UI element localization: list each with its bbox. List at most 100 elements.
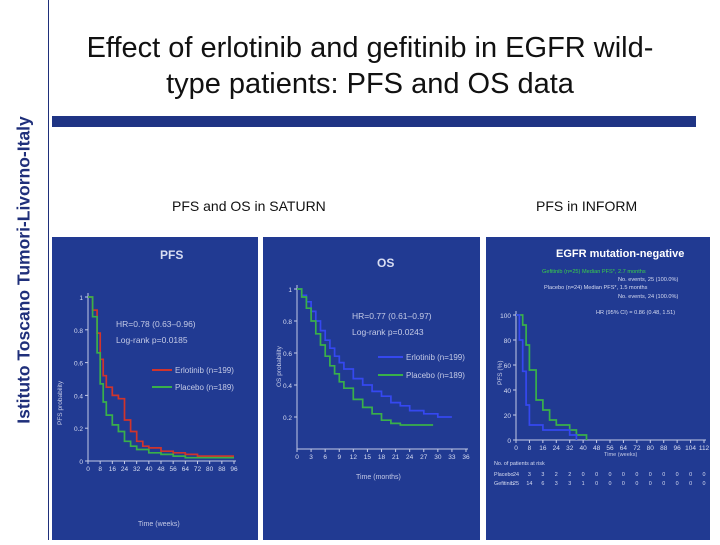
annotation-hr: HR=0.77 (0.61–0.97)	[352, 311, 432, 321]
x-axis-label: Time (weeks)	[604, 452, 637, 458]
x-tick-label: 9	[337, 454, 341, 461]
subhead-saturn: PFS and OS in SATURN	[172, 198, 326, 214]
x-tick-label: 64	[182, 466, 190, 473]
x-tick-label: 80	[647, 445, 655, 452]
at-risk-value: 0	[622, 481, 625, 487]
x-tick-label: 72	[194, 466, 202, 473]
x-tick-label: 6	[323, 454, 327, 461]
x-tick-label: 8	[528, 445, 532, 452]
x-tick-label: 80	[206, 466, 214, 473]
x-tick-label: 64	[620, 445, 628, 452]
legend-erlotinib-label: Erlotinib (n=199)	[406, 353, 465, 362]
x-axis-label: Time (weeks)	[138, 521, 180, 528]
x-tick-label: 18	[378, 454, 386, 461]
at-risk-value: 24	[513, 472, 519, 478]
legend-placebo-label: Placebo (n=189)	[175, 383, 234, 392]
hr-text: HR (95% CI) = 0.86 (0.48, 1.51)	[596, 310, 675, 316]
annotation-hr: HR=0.78 (0.63–0.96)	[116, 319, 196, 329]
y-tick-label: 60	[504, 363, 512, 370]
at-risk-value: 0	[649, 481, 652, 487]
x-tick-label: 40	[580, 445, 588, 452]
title-underline-bar	[52, 116, 696, 127]
at-risk-value: 0	[703, 472, 706, 478]
subhead-inform: PFS in INFORM	[536, 198, 638, 214]
os-chart-panel: OS HR=0.77 (0.61–0.97) Log-rank p=0.0243…	[263, 237, 480, 540]
series-line-placebo	[516, 314, 578, 440]
y-tick-label: 0.2	[283, 415, 292, 422]
x-tick-label: 32	[566, 445, 574, 452]
at-risk-value: 0	[582, 472, 585, 478]
at-risk-value: 0	[676, 481, 679, 487]
y-tick-label: 100	[500, 313, 511, 320]
at-risk-value: 0	[676, 472, 679, 478]
y-tick-label: 0.6	[74, 361, 83, 368]
chart-title: EGFR mutation-negative	[556, 248, 684, 260]
slide-title: Effect of erlotinib and gefitinib in EGF…	[55, 30, 685, 102]
series-line-gefitinib	[516, 314, 588, 440]
x-axis-label: Time (months)	[356, 474, 401, 481]
legend-placebo-label: Placebo (n=189)	[406, 371, 465, 380]
series-line-placebo	[88, 296, 234, 459]
at-risk-value: 1	[582, 481, 585, 487]
chart-title: PFS	[160, 248, 183, 262]
at-risk-value: 25	[513, 481, 519, 487]
at-risk-value: 3	[528, 472, 531, 478]
at-risk-row-label: Gefitinib	[494, 481, 514, 487]
x-tick-label: 112	[699, 445, 710, 452]
legend-gefitinib: Gefitinib (n=25) Median PFS*, 2.7 months	[542, 269, 646, 275]
x-tick-label: 88	[218, 466, 226, 473]
y-axis-label: PFS probability	[57, 380, 64, 425]
inform-chart: EGFR mutation-negative Gefitinib (n=25) …	[494, 248, 710, 487]
at-risk-row-label: Placebo	[494, 472, 513, 478]
y-tick-label: 0.6	[283, 351, 292, 358]
x-tick-label: 96	[674, 445, 682, 452]
x-tick-label: 30	[434, 454, 442, 461]
legend-gefitinib-events: No. events, 25 (100.0%)	[618, 277, 678, 283]
at-risk-value: 2	[555, 472, 558, 478]
annotation-p: Log-rank p=0.0185	[116, 335, 188, 345]
x-tick-label: 56	[170, 466, 178, 473]
x-tick-label: 0	[86, 466, 90, 473]
legend-erlotinib-label: Erlotinib (n=199)	[175, 366, 234, 375]
y-axis-label: OS probability	[276, 345, 283, 387]
at-risk-value: 0	[662, 472, 665, 478]
series-line-erlotinib	[297, 288, 452, 418]
y-tick-label: 0.8	[283, 319, 292, 326]
at-risk-value: 0	[622, 472, 625, 478]
at-risk-value: 2	[568, 472, 571, 478]
at-risk-value: 0	[703, 481, 706, 487]
slide-title-line2: type patients: PFS and OS data	[166, 68, 574, 100]
x-tick-label: 96	[230, 466, 238, 473]
at-risk-value: 0	[662, 481, 665, 487]
at-risk-value: 0	[595, 481, 598, 487]
x-tick-label: 0	[295, 454, 299, 461]
os-chart: OS HR=0.77 (0.61–0.97) Log-rank p=0.0243…	[276, 256, 470, 481]
x-tick-label: 15	[364, 454, 372, 461]
at-risk-value: 0	[609, 481, 612, 487]
at-risk-value: 3	[541, 472, 544, 478]
at-risk-label: No. of patients at risk	[494, 461, 545, 467]
x-tick-label: 48	[593, 445, 601, 452]
pfs-chart-panel: PFS HR=0.78 (0.63–0.96) Log-rank p=0.018…	[52, 237, 258, 540]
series-line-placebo	[297, 288, 434, 426]
x-tick-label: 104	[685, 445, 696, 452]
x-tick-label: 27	[420, 454, 428, 461]
x-tick-label: 8	[98, 466, 102, 473]
at-risk-value: 3	[555, 481, 558, 487]
y-tick-label: 0.4	[74, 393, 83, 400]
x-tick-label: 72	[633, 445, 641, 452]
sidebar: Istituto Toscano Tumori-Livorno-Italy	[0, 0, 48, 540]
x-tick-label: 21	[392, 454, 400, 461]
x-tick-label: 0	[514, 445, 518, 452]
y-tick-label: 80	[504, 338, 512, 345]
at-risk-value: 0	[635, 472, 638, 478]
x-tick-label: 32	[133, 466, 141, 473]
y-tick-label: 0.8	[74, 328, 83, 335]
inform-chart-panel: EGFR mutation-negative Gefitinib (n=25) …	[486, 237, 710, 540]
x-tick-label: 56	[606, 445, 614, 452]
at-risk-value: 0	[635, 481, 638, 487]
x-tick-label: 3	[309, 454, 313, 461]
x-tick-label: 40	[145, 466, 153, 473]
chart-title: OS	[377, 256, 394, 270]
y-tick-label: 40	[504, 388, 512, 395]
